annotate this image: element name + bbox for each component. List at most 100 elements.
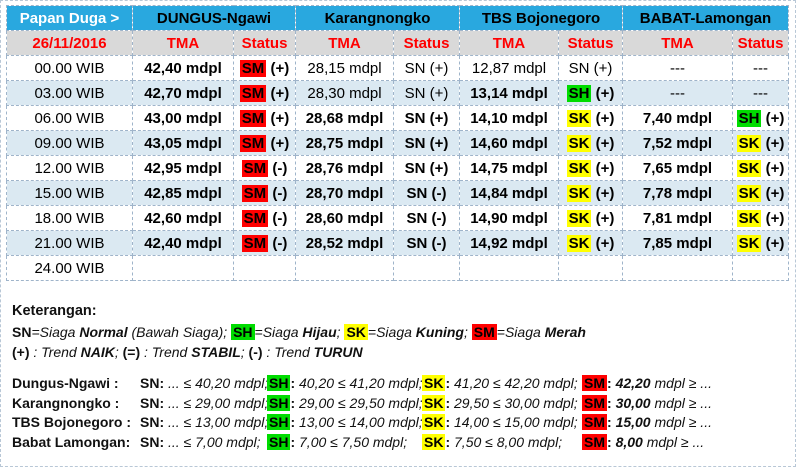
status-cell[interactable] (558, 255, 623, 281)
status-cell[interactable]: SN (+) (558, 55, 623, 81)
time-cell[interactable]: 15.00 WIB (6, 180, 133, 206)
status-header[interactable]: Status (233, 30, 296, 56)
tma-cell[interactable]: 28,75 mdpl (295, 130, 394, 156)
status-cell[interactable]: SK (+) (732, 155, 789, 181)
status-cell[interactable]: SN (+) (393, 155, 460, 181)
tma-cell[interactable]: 14,84 mdpl (459, 180, 559, 206)
tma-cell[interactable]: 7,85 mdpl (622, 230, 733, 256)
status-cell[interactable]: SK (+) (732, 180, 789, 206)
tma-cell[interactable] (459, 255, 559, 281)
tma-cell[interactable]: 28,15 mdpl (295, 55, 394, 81)
status-header[interactable]: Status (732, 30, 789, 56)
time-cell[interactable]: 00.00 WIB (6, 55, 133, 81)
tma-cell[interactable]: 7,52 mdpl (622, 130, 733, 156)
status-cell[interactable]: SM (-) (233, 180, 296, 206)
tma-cell[interactable]: 14,92 mdpl (459, 230, 559, 256)
status-cell[interactable]: SN (+) (393, 105, 460, 131)
threshold-sn: SN: ... ≤ 29,00 mdpl; (140, 394, 267, 414)
tma-cell[interactable]: 42,70 mdpl (132, 80, 234, 106)
status-cell[interactable]: SM (+) (233, 80, 296, 106)
tma-cell[interactable]: 7,40 mdpl (622, 105, 733, 131)
status-cell[interactable]: SK (+) (558, 180, 623, 206)
time-cell[interactable]: 06.00 WIB (6, 105, 133, 131)
status-cell[interactable]: SN (+) (393, 55, 460, 81)
tma-cell[interactable]: 42,85 mdpl (132, 180, 234, 206)
status-header[interactable]: Status (393, 30, 460, 56)
station-header-karangnongko[interactable]: Karangnongko (295, 5, 460, 31)
time-cell[interactable]: 18.00 WIB (6, 205, 133, 231)
status-cell[interactable]: SH (+) (558, 80, 623, 106)
status-cell[interactable]: SN (+) (393, 130, 460, 156)
tma-cell[interactable]: 12,87 mdpl (459, 55, 559, 81)
status-cell[interactable]: SK (+) (558, 130, 623, 156)
tma-cell[interactable]: 7,65 mdpl (622, 155, 733, 181)
tma-cell[interactable]: 14,90 mdpl (459, 205, 559, 231)
time-cell[interactable]: 21.00 WIB (6, 230, 133, 256)
tma-header[interactable]: TMA (295, 30, 394, 56)
status-cell[interactable]: SN (+) (393, 80, 460, 106)
tma-cell[interactable]: 43,05 mdpl (132, 130, 234, 156)
status-header[interactable]: Status (558, 30, 623, 56)
tma-cell[interactable]: 13,14 mdpl (459, 80, 559, 106)
tma-cell[interactable]: 42,60 mdpl (132, 205, 234, 231)
status-cell[interactable]: SK (+) (732, 205, 789, 231)
text-segment: mdpl ≥ ... (650, 375, 712, 391)
tma-cell[interactable] (622, 255, 733, 281)
tma-cell[interactable] (132, 255, 234, 281)
station-header-tbs[interactable]: TBS Bojonegoro (459, 5, 623, 31)
tma-cell[interactable]: 7,78 mdpl (622, 180, 733, 206)
tma-cell[interactable]: 28,60 mdpl (295, 205, 394, 231)
status-cell[interactable]: SM (+) (233, 55, 296, 81)
station-header-dungus[interactable]: DUNGUS-Ngawi (132, 5, 296, 31)
time-cell[interactable]: 24.00 WIB (6, 255, 133, 281)
corner-header[interactable]: Papan Duga > (6, 5, 133, 31)
status-cell[interactable]: SM (-) (233, 230, 296, 256)
status-cell[interactable]: SK (+) (732, 230, 789, 256)
status-cell[interactable]: SM (-) (233, 205, 296, 231)
status-cell[interactable]: --- (732, 55, 789, 81)
tma-cell[interactable]: 28,76 mdpl (295, 155, 394, 181)
legend-section: Keterangan: SN=Siaga Normal (Bawah Siaga… (12, 303, 792, 452)
tma-cell[interactable]: --- (622, 55, 733, 81)
tma-cell[interactable]: 28,30 mdpl (295, 80, 394, 106)
tma-cell[interactable]: 7,81 mdpl (622, 205, 733, 231)
tma-cell[interactable]: 43,00 mdpl (132, 105, 234, 131)
date-cell[interactable]: 26/11/2016 (6, 30, 133, 56)
tma-cell[interactable]: 42,95 mdpl (132, 155, 234, 181)
tma-header[interactable]: TMA (459, 30, 559, 56)
tma-header[interactable]: TMA (622, 30, 733, 56)
status-cell[interactable] (393, 255, 460, 281)
tma-cell[interactable]: 42,40 mdpl (132, 230, 234, 256)
tma-cell[interactable]: 14,60 mdpl (459, 130, 559, 156)
status-cell[interactable]: SK (+) (558, 205, 623, 231)
status-cell[interactable]: --- (732, 80, 789, 106)
status-cell[interactable]: SK (+) (732, 130, 789, 156)
tma-header[interactable]: TMA (132, 30, 234, 56)
status-cell[interactable]: SK (+) (558, 155, 623, 181)
tma-cell[interactable]: 14,75 mdpl (459, 155, 559, 181)
tma-cell[interactable] (295, 255, 394, 281)
text-segment: TBS Bojonegoro : (12, 414, 131, 430)
tma-cell[interactable]: 28,70 mdpl (295, 180, 394, 206)
status-cell[interactable]: SM (+) (233, 130, 296, 156)
tma-cell[interactable]: 28,52 mdpl (295, 230, 394, 256)
station-header-babat[interactable]: BABAT-Lamongan (622, 5, 789, 31)
tma-cell[interactable]: --- (622, 80, 733, 106)
status-cell[interactable]: SN (-) (393, 180, 460, 206)
status-cell[interactable] (732, 255, 789, 281)
status-cell[interactable] (233, 255, 296, 281)
status-cell[interactable]: SM (+) (233, 105, 296, 131)
time-cell[interactable]: 12.00 WIB (6, 155, 133, 181)
status-cell[interactable]: SK (+) (558, 105, 623, 131)
status-cell[interactable]: SK (+) (558, 230, 623, 256)
tma-cell[interactable]: 14,10 mdpl (459, 105, 559, 131)
tma-cell[interactable]: 28,68 mdpl (295, 105, 394, 131)
status-cell[interactable]: SN (-) (393, 230, 460, 256)
text-segment: : (290, 414, 296, 430)
status-cell[interactable]: SM (-) (233, 155, 296, 181)
time-cell[interactable]: 03.00 WIB (6, 80, 133, 106)
tma-cell[interactable]: 42,40 mdpl (132, 55, 234, 81)
time-cell[interactable]: 09.00 WIB (6, 130, 133, 156)
status-cell[interactable]: SH (+) (732, 105, 789, 131)
status-cell[interactable]: SN (-) (393, 205, 460, 231)
